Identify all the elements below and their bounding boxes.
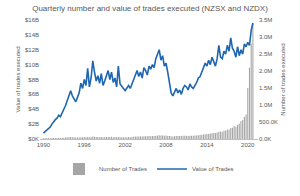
svg-text:$12B: $12B bbox=[25, 47, 39, 53]
svg-text:2.5M: 2.5M bbox=[259, 51, 272, 57]
svg-text:1.0M: 1.0M bbox=[259, 102, 272, 108]
svg-text:$8B: $8B bbox=[28, 77, 39, 83]
svg-text:2002: 2002 bbox=[118, 142, 132, 148]
svg-text:$0K: $0K bbox=[28, 136, 39, 142]
svg-text:Value of Trades: Value of Trades bbox=[192, 166, 234, 172]
svg-text:1996: 1996 bbox=[78, 142, 92, 148]
svg-text:Quarterly number and value of: Quarterly number and value of trades exe… bbox=[32, 4, 268, 13]
svg-text:2.0M: 2.0M bbox=[259, 68, 272, 74]
svg-text:$14B: $14B bbox=[25, 32, 39, 38]
svg-text:3.5M: 3.5M bbox=[259, 17, 272, 23]
svg-text:1990: 1990 bbox=[37, 142, 51, 148]
svg-text:Number of trades executed: Number of trades executed bbox=[280, 43, 286, 115]
svg-text:1.5M: 1.5M bbox=[259, 85, 272, 91]
svg-text:$2B: $2B bbox=[28, 121, 39, 127]
svg-text:500.0K: 500.0K bbox=[259, 119, 278, 125]
svg-text:2020: 2020 bbox=[241, 142, 255, 148]
svg-text:2008: 2008 bbox=[159, 142, 173, 148]
svg-text:Value of trades executed: Value of trades executed bbox=[15, 47, 21, 113]
svg-text:$16B: $16B bbox=[25, 17, 39, 23]
svg-text:3.0M: 3.0M bbox=[259, 34, 272, 40]
svg-text:0.0K: 0.0K bbox=[259, 136, 271, 142]
svg-text:$4B: $4B bbox=[28, 106, 39, 112]
svg-text:$6B: $6B bbox=[28, 91, 39, 97]
svg-text:2014: 2014 bbox=[200, 142, 214, 148]
svg-text:Number of Trades: Number of Trades bbox=[99, 166, 147, 172]
svg-text:$10B: $10B bbox=[25, 62, 39, 68]
